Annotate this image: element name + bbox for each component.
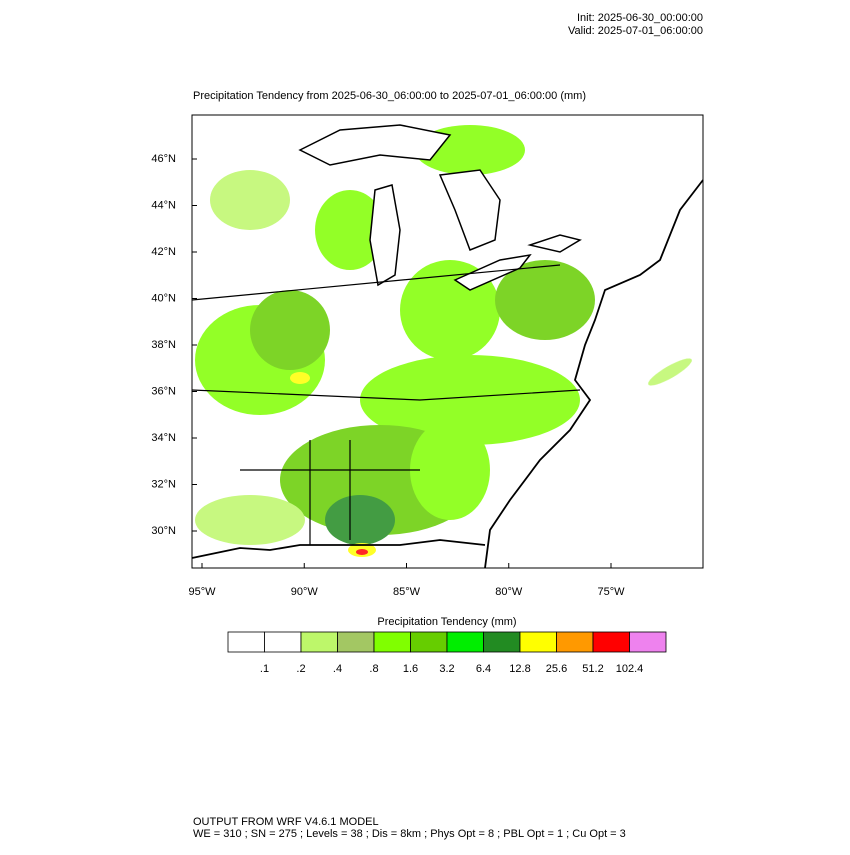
colorbar-label: .8 bbox=[369, 663, 378, 675]
colorbar-label: 51.2 bbox=[582, 663, 603, 675]
coastline bbox=[191, 179, 704, 569]
lat-label: 34°N bbox=[151, 432, 176, 444]
precip-area bbox=[195, 495, 305, 545]
footer-line: OUTPUT FROM WRF V4.6.1 MODEL bbox=[193, 816, 379, 828]
colorbar-label: 1.6 bbox=[403, 663, 418, 675]
valid-time: Valid: 2025-07-01_06:00:00 bbox=[568, 25, 703, 37]
precip-area bbox=[648, 358, 692, 386]
precip-area bbox=[250, 290, 330, 370]
colorbar-box bbox=[410, 631, 448, 653]
precip-area bbox=[495, 260, 595, 340]
colorbar-title: Precipitation Tendency (mm) bbox=[377, 616, 516, 628]
map bbox=[191, 114, 704, 569]
colorbar-box bbox=[446, 631, 484, 653]
lake-michigan bbox=[369, 184, 401, 287]
colorbar-box bbox=[483, 631, 521, 653]
atlantic-coast bbox=[484, 179, 704, 569]
lake-ontario bbox=[527, 234, 582, 253]
colorbar-box bbox=[592, 631, 630, 653]
lakes bbox=[298, 124, 582, 291]
colorbar-label: 6.4 bbox=[476, 663, 491, 675]
colorbar-box bbox=[556, 631, 594, 653]
colorbar-box bbox=[227, 631, 265, 653]
precip-area bbox=[410, 420, 490, 520]
footer-line: WE = 310 ; SN = 275 ; Levels = 38 ; Dis … bbox=[193, 828, 626, 840]
precip-field bbox=[195, 125, 692, 557]
state-borders bbox=[191, 264, 581, 545]
init-time: Init: 2025-06-30_00:00:00 bbox=[577, 12, 703, 24]
lat-label: 40°N bbox=[151, 292, 176, 304]
lon-label: 90°W bbox=[291, 586, 319, 598]
precip-area bbox=[290, 372, 310, 384]
colorbar-box bbox=[373, 631, 411, 653]
precip-area bbox=[210, 170, 290, 230]
lat-label: 38°N bbox=[151, 339, 176, 351]
lat-label: 46°N bbox=[151, 153, 176, 165]
precip-area bbox=[360, 355, 580, 445]
lake-superior bbox=[298, 124, 452, 166]
colorbar-label: 25.6 bbox=[546, 663, 567, 675]
precip-area bbox=[356, 549, 368, 555]
colorbar-box bbox=[519, 631, 557, 653]
precip-area bbox=[325, 495, 395, 545]
lat-label: 30°N bbox=[151, 525, 176, 537]
colorbar-label: 102.4 bbox=[616, 663, 644, 675]
colorbar-label: .4 bbox=[333, 663, 342, 675]
colorbar-label: 3.2 bbox=[439, 663, 454, 675]
lon-label: 95°W bbox=[188, 586, 216, 598]
colorbar-label: .2 bbox=[296, 663, 305, 675]
lon-label: 75°W bbox=[597, 586, 625, 598]
colorbar-label: .1 bbox=[260, 663, 269, 675]
lat-label: 44°N bbox=[151, 199, 176, 211]
map-title: Precipitation Tendency from 2025-06-30_0… bbox=[193, 90, 586, 102]
precip-area bbox=[315, 190, 385, 270]
colorbar-box bbox=[264, 631, 302, 653]
colorbar-box bbox=[629, 631, 667, 653]
lake-erie bbox=[453, 253, 532, 291]
lake-huron bbox=[438, 169, 501, 251]
lat-label: 32°N bbox=[151, 478, 176, 490]
colorbar-box bbox=[300, 631, 338, 653]
gulf-coast bbox=[191, 539, 486, 559]
lon-label: 80°W bbox=[495, 586, 523, 598]
lon-label: 85°W bbox=[393, 586, 421, 598]
map-frame bbox=[191, 114, 704, 569]
lat-label: 42°N bbox=[151, 246, 176, 258]
colorbar-label: 12.8 bbox=[509, 663, 530, 675]
lat-label: 36°N bbox=[151, 385, 176, 397]
colorbar-box bbox=[337, 631, 375, 653]
